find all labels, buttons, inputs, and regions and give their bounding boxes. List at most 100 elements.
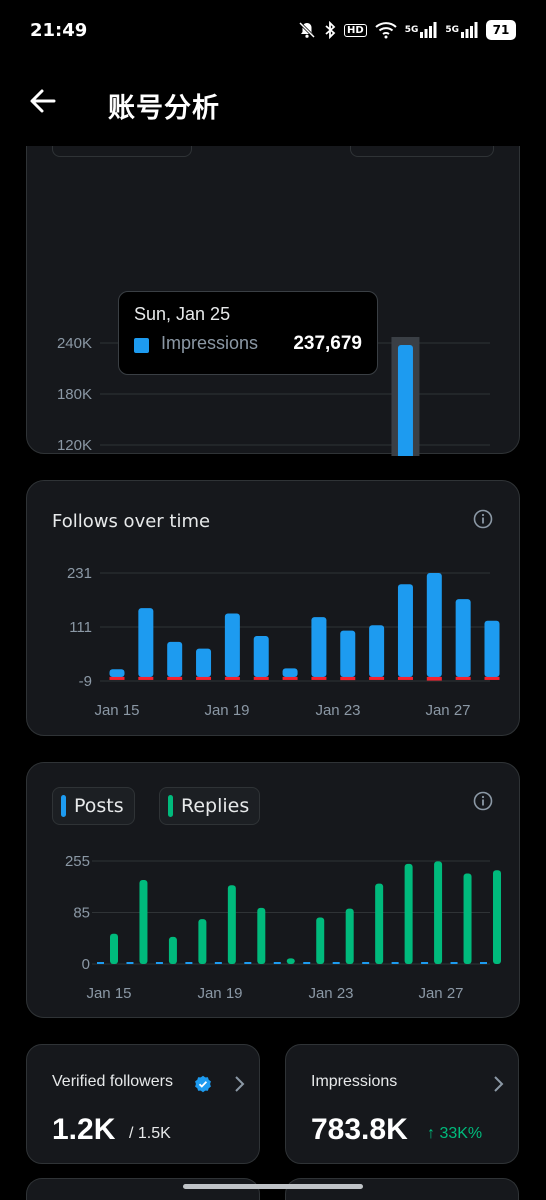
bar-follows: [167, 641, 183, 677]
tooltip-swatch: [134, 338, 149, 353]
info-icon[interactable]: [473, 791, 493, 811]
bell-muted-icon: [298, 21, 316, 39]
bar-posts: [273, 962, 281, 964]
x-tick-label: Jan 19: [197, 985, 242, 1002]
bar-follows: [282, 668, 298, 677]
bar-follows: [426, 573, 442, 677]
legend-swatch: [61, 795, 66, 817]
chart-tooltip: Sun, Jan 25 Impressions 237,679: [118, 291, 378, 375]
bar-follows: [340, 630, 356, 677]
y-tick-label: 0: [82, 956, 90, 973]
bar-replies: [110, 933, 118, 964]
bar-posts: [450, 962, 458, 964]
chevron-right-icon: [494, 1076, 504, 1092]
battery-icon: 71: [486, 20, 516, 40]
bar-replies: [168, 936, 177, 964]
x-tick-label: Jan 15: [94, 702, 139, 719]
bar-replies: [257, 907, 266, 964]
bar-replies: [345, 908, 354, 964]
bar-posts: [126, 962, 134, 964]
y-tick-label: 180K: [57, 386, 92, 403]
y-tick-label: -9: [79, 673, 92, 690]
y-tick-label: 231: [67, 565, 92, 582]
stat-value: 783.8K: [311, 1113, 408, 1146]
bar-posts: [303, 962, 311, 964]
status-bar: 21:49 HD 5G 5G 71: [0, 0, 546, 64]
y-tick-label: 255: [65, 853, 90, 870]
bar-follows: [196, 648, 212, 677]
home-indicator[interactable]: [183, 1184, 363, 1189]
stat-sub: / 1.5K: [129, 1125, 171, 1142]
bar-unfollows: [224, 676, 240, 680]
date-range-selector[interactable]: [52, 146, 192, 157]
legend-swatch: [168, 795, 173, 817]
bar-unfollows: [311, 676, 327, 680]
x-tick-label: Jan 15: [86, 985, 131, 1002]
bar-unfollows: [196, 676, 212, 680]
bar-follows: [397, 584, 413, 677]
bar-follows: [109, 669, 125, 677]
stat-delta: ↑ 33K%: [427, 1125, 483, 1142]
bar-posts: [332, 962, 340, 964]
bar-posts: [97, 962, 104, 964]
bar-posts: [480, 962, 487, 964]
posts-replies-chart: 255 85 0 Jan 15 Jan 19 Jan 23 Jan 27: [65, 853, 501, 1002]
next-card-peek: [26, 1178, 260, 1200]
bar-follows: [455, 599, 471, 677]
bar-posts: [421, 962, 429, 964]
bar-posts: [185, 962, 193, 964]
bar-replies: [404, 863, 413, 964]
bar-posts: [391, 962, 399, 964]
status-icons: HD 5G 5G 71: [298, 20, 516, 40]
x-tick-label: Jan 27: [418, 985, 463, 1002]
follows-title: Follows over time: [52, 511, 211, 532]
bar-unfollows: [109, 676, 125, 680]
bar-unfollows: [138, 676, 154, 680]
verified-followers-card[interactable]: Verified followers 1.2K / 1.5K: [26, 1044, 260, 1164]
chevron-right-icon: [235, 1076, 245, 1092]
info-icon[interactable]: [473, 509, 493, 529]
legend-label: Posts: [74, 795, 124, 817]
back-button[interactable]: [28, 86, 58, 116]
bar-replies: [434, 861, 443, 964]
bar-unfollows: [282, 676, 298, 680]
impressions-stat-card[interactable]: Impressions 783.8K ↑ 33K%: [285, 1044, 519, 1164]
bar-follows: [311, 617, 327, 677]
x-tick-label: Jan 19: [204, 702, 249, 719]
tooltip-label: Impressions: [161, 333, 259, 353]
bar-replies: [493, 870, 501, 964]
signal-5g-icon: 5G: [405, 22, 438, 38]
stat-title: Impressions: [311, 1073, 398, 1090]
legend-posts[interactable]: Posts: [52, 787, 135, 825]
bluetooth-icon: [324, 21, 336, 39]
bar-follows: [253, 636, 269, 677]
bar-posts: [214, 962, 222, 964]
app-bar: 账号分析: [0, 64, 546, 146]
bar-unfollows: [397, 676, 413, 680]
legend-label: Replies: [181, 795, 250, 817]
bar-follows: [138, 608, 154, 677]
bar-unfollows: [484, 676, 500, 680]
stat-title: Verified followers: [52, 1073, 173, 1090]
bar-impressions: [397, 344, 413, 456]
bar-posts: [362, 962, 370, 964]
bar-unfollows: [426, 676, 442, 681]
bar-unfollows: [340, 676, 356, 681]
legend-replies[interactable]: Replies: [159, 787, 261, 825]
x-tick-label: Jan 23: [315, 702, 360, 719]
page-title: 账号分析: [108, 93, 220, 124]
stat-value: 1.2K: [52, 1113, 116, 1146]
bar-unfollows: [455, 676, 471, 680]
x-tick-label: Jan 27: [425, 702, 470, 719]
metric-selector[interactable]: [350, 146, 494, 157]
bar-replies: [198, 919, 207, 964]
verified-badge-icon: [195, 1075, 211, 1093]
bar-follows: [224, 613, 240, 677]
status-time: 21:49: [30, 20, 88, 41]
tooltip-value: 237,679: [293, 333, 362, 354]
next-card-peek: [285, 1178, 519, 1200]
signal-5g-icon: 5G: [445, 22, 478, 38]
y-tick-label: 240K: [57, 335, 92, 352]
